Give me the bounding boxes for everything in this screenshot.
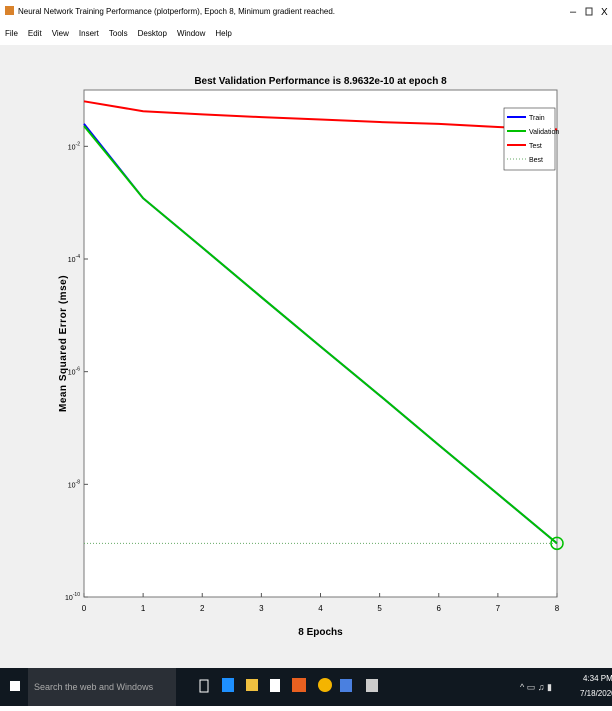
x-tick-label: 8 bbox=[555, 604, 560, 613]
chrome-icon[interactable] bbox=[318, 678, 332, 692]
clock-date: 7/18/2020 bbox=[580, 689, 612, 698]
menu-item[interactable]: Tools bbox=[109, 29, 128, 38]
menu-item[interactable]: Desktop bbox=[138, 29, 168, 38]
menu-item[interactable]: View bbox=[52, 29, 69, 38]
screen: Neural Network Training Performance (plo… bbox=[0, 0, 612, 706]
page: Neural Network Training Performance (plo… bbox=[0, 0, 612, 706]
explorer-icon[interactable] bbox=[246, 679, 258, 691]
clock-time: 4:34 PM bbox=[583, 674, 612, 683]
legend-label: Train bbox=[529, 115, 545, 122]
x-tick-label: 2 bbox=[200, 604, 205, 613]
menu-item[interactable]: Edit bbox=[28, 29, 43, 38]
start-button[interactable] bbox=[10, 681, 20, 691]
legend-label: Test bbox=[529, 143, 542, 150]
legend-label: Validation bbox=[529, 129, 559, 136]
y-axis-label: Mean Squared Error (mse) bbox=[58, 275, 69, 412]
minimize[interactable]: – bbox=[570, 6, 577, 18]
app-icon-2[interactable] bbox=[340, 679, 352, 692]
menu-bar: File Edit View Insert Tools Desktop Window Help bbox=[5, 29, 232, 38]
menu-item[interactable]: Insert bbox=[79, 29, 100, 38]
x-tick-label: 1 bbox=[141, 604, 146, 613]
close[interactable]: X bbox=[601, 7, 608, 18]
plot-area bbox=[84, 90, 557, 597]
matlab-icon[interactable] bbox=[292, 678, 306, 692]
menu-item[interactable]: Window bbox=[177, 29, 206, 38]
menu-item[interactable]: File bbox=[5, 29, 18, 38]
tray-icons: ^ ▭ ♫ ▮ bbox=[520, 682, 552, 692]
x-axis-label: 8 Epochs bbox=[298, 627, 343, 638]
x-tick-label: 5 bbox=[377, 604, 382, 613]
chart: Best Validation Performance is 8.9632e-1… bbox=[58, 76, 563, 638]
store-icon[interactable] bbox=[270, 679, 280, 692]
x-tick-label: 0 bbox=[82, 604, 87, 613]
search-text: Search the web and Windows bbox=[34, 682, 154, 692]
x-tick-label: 3 bbox=[259, 604, 264, 613]
window-title: Neural Network Training Performance (plo… bbox=[18, 7, 335, 16]
x-tick-label: 4 bbox=[318, 604, 323, 613]
x-tick-label: 7 bbox=[496, 604, 501, 613]
x-tick-label: 6 bbox=[437, 604, 442, 613]
edge-icon[interactable] bbox=[222, 678, 234, 692]
app-icon-3[interactable] bbox=[366, 679, 378, 692]
chart-title: Best Validation Performance is 8.9632e-1… bbox=[194, 76, 447, 87]
app-icon bbox=[5, 6, 14, 15]
menu-item[interactable]: Help bbox=[215, 29, 232, 38]
legend-label: Best bbox=[529, 157, 543, 164]
